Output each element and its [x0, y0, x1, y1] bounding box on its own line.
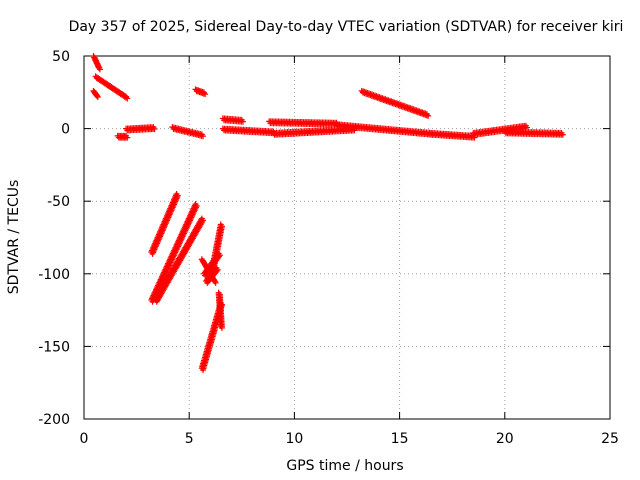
chart-title: Day 357 of 2025, Sidereal Day-to-day VTE… — [69, 19, 624, 35]
x-tick-label: 15 — [391, 431, 409, 447]
data-point — [212, 279, 219, 286]
data-point — [193, 202, 200, 209]
plot-border — [83, 55, 611, 420]
data-point — [240, 118, 246, 125]
x-tick-label: 5 — [185, 431, 194, 447]
y-axis-title: SDTVAR / TECUs — [6, 180, 22, 295]
x-axis-ticks: 0 5 10 15 20 25 — [80, 56, 619, 447]
y-axis-ticks: -200 -150 -100 -50 0 50 — [38, 49, 610, 428]
data-point — [425, 112, 432, 119]
y-tick-label: 0 — [61, 122, 70, 138]
x-tick-label: 0 — [80, 431, 89, 447]
data-point — [202, 91, 209, 98]
y-tick-label: -150 — [38, 339, 70, 355]
data-point — [218, 324, 225, 331]
data-point — [200, 217, 207, 224]
y-tick-label: 50 — [52, 49, 70, 65]
x-axis-title: GPS time / hours — [286, 458, 403, 474]
data-points — [90, 53, 566, 373]
data-point — [96, 66, 103, 73]
data-point — [174, 192, 181, 199]
x-tick-label: 25 — [601, 431, 619, 447]
data-point — [94, 94, 101, 101]
x-tick-label: 20 — [496, 431, 514, 447]
data-point — [151, 125, 158, 132]
data-point — [124, 95, 131, 102]
x-tick-label: 10 — [285, 431, 303, 447]
y-tick-label: -200 — [38, 412, 70, 428]
grid-lines — [84, 56, 610, 419]
y-tick-label: -50 — [47, 194, 70, 210]
y-tick-label: -100 — [38, 267, 70, 283]
data-point — [559, 131, 566, 138]
data-point — [200, 133, 207, 140]
data-point — [218, 223, 225, 230]
data-point — [124, 134, 131, 141]
